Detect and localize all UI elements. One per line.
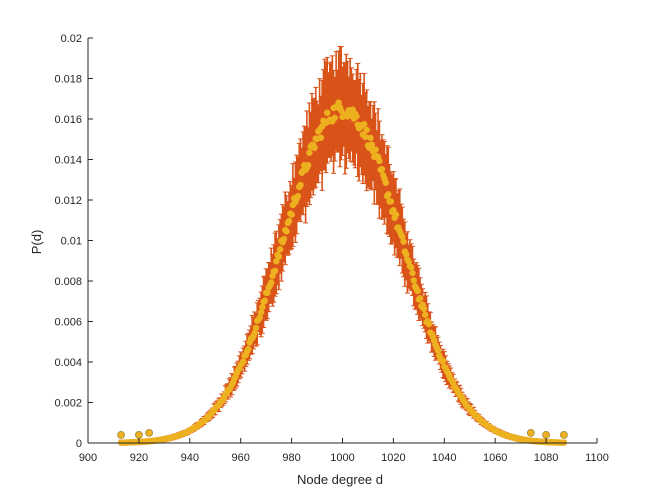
y-tick-label: 0.01: [61, 236, 82, 248]
data-point: [145, 428, 153, 437]
data-point: [382, 179, 390, 186]
data-point: [323, 109, 331, 117]
data-point: [409, 269, 416, 277]
data-point: [560, 430, 568, 439]
data-point: [392, 211, 400, 218]
data-point: [311, 144, 318, 152]
data-point: [134, 430, 143, 439]
x-tick-label: 1080: [534, 452, 558, 464]
data-point: [283, 228, 290, 235]
x-tick-label: 920: [130, 452, 148, 464]
data-point: [421, 311, 429, 319]
data-point: [414, 287, 421, 295]
data-point: [526, 428, 535, 437]
y-tick-label: 0.008: [54, 276, 82, 288]
x-tick-label: 1000: [330, 452, 354, 464]
data-point: [410, 277, 418, 284]
data-point: [288, 211, 295, 218]
data-point: [294, 192, 302, 200]
x-tick-label: 1100: [585, 452, 609, 464]
data-point: [425, 320, 433, 328]
y-tick-label: 0.004: [54, 357, 82, 369]
data-point: [439, 357, 447, 364]
data-point: [317, 134, 325, 141]
y-tick-label: 0.014: [54, 155, 82, 167]
x-tick-label: 940: [181, 452, 199, 464]
data-point: [376, 157, 383, 165]
data-point: [360, 121, 368, 128]
data-point: [271, 267, 279, 275]
y-tick-label: 0.012: [54, 195, 82, 207]
data-point: [306, 149, 313, 156]
y-axis-label: P(d): [29, 230, 44, 255]
data-point: [385, 191, 392, 198]
data-point: [117, 430, 125, 439]
y-tick-label: 0.016: [54, 114, 82, 126]
data-point: [285, 217, 293, 225]
data-point: [407, 264, 415, 271]
x-tick-label: 960: [232, 452, 250, 464]
data-point: [353, 113, 360, 120]
x-tick-label: 980: [282, 452, 300, 464]
data-point: [416, 294, 424, 302]
y-tick-label: 0.002: [54, 398, 82, 410]
data-point: [304, 161, 312, 169]
data-point: [259, 303, 266, 311]
data-point: [542, 430, 550, 439]
x-tick-labels: 900 920 940 960 980 1000 1020 1040 1060 1080 1100: [79, 452, 609, 464]
data-point: [363, 126, 370, 134]
x-tick-label: 1020: [381, 452, 405, 464]
y-tick-label: 0.006: [54, 317, 82, 329]
axes: [87, 37, 598, 444]
data-point: [275, 253, 283, 260]
data-point: [267, 279, 275, 286]
data-point: [367, 134, 374, 142]
data-point: [280, 235, 288, 243]
x-tick-label: 1060: [483, 452, 507, 464]
data-point: [400, 238, 407, 245]
data-point: [372, 146, 379, 153]
x-tick-label: 1040: [432, 452, 456, 464]
data-point: [261, 297, 269, 305]
data-point: [245, 345, 252, 353]
data-point: [239, 358, 247, 365]
x-tick-label: 900: [79, 452, 97, 464]
y-tick-label: 0: [76, 438, 82, 450]
y-tick-labels: 0 0.002 0.004 0.006 0.008 0.01 0.012 0.014 0.016…: [54, 33, 82, 450]
data-point: [252, 324, 260, 332]
data-point: [387, 198, 395, 205]
data-point: [297, 181, 304, 189]
data-point: [378, 165, 386, 173]
x-axis-label: Node degree d: [297, 472, 383, 487]
marker-series: [117, 99, 568, 446]
y-tick-label: 0.02: [61, 33, 82, 45]
data-point: [331, 114, 339, 122]
data-point: [276, 246, 284, 253]
data-point: [420, 305, 428, 313]
data-point: [368, 141, 376, 148]
data-point: [257, 309, 265, 316]
y-tick-label: 0.018: [54, 74, 82, 86]
